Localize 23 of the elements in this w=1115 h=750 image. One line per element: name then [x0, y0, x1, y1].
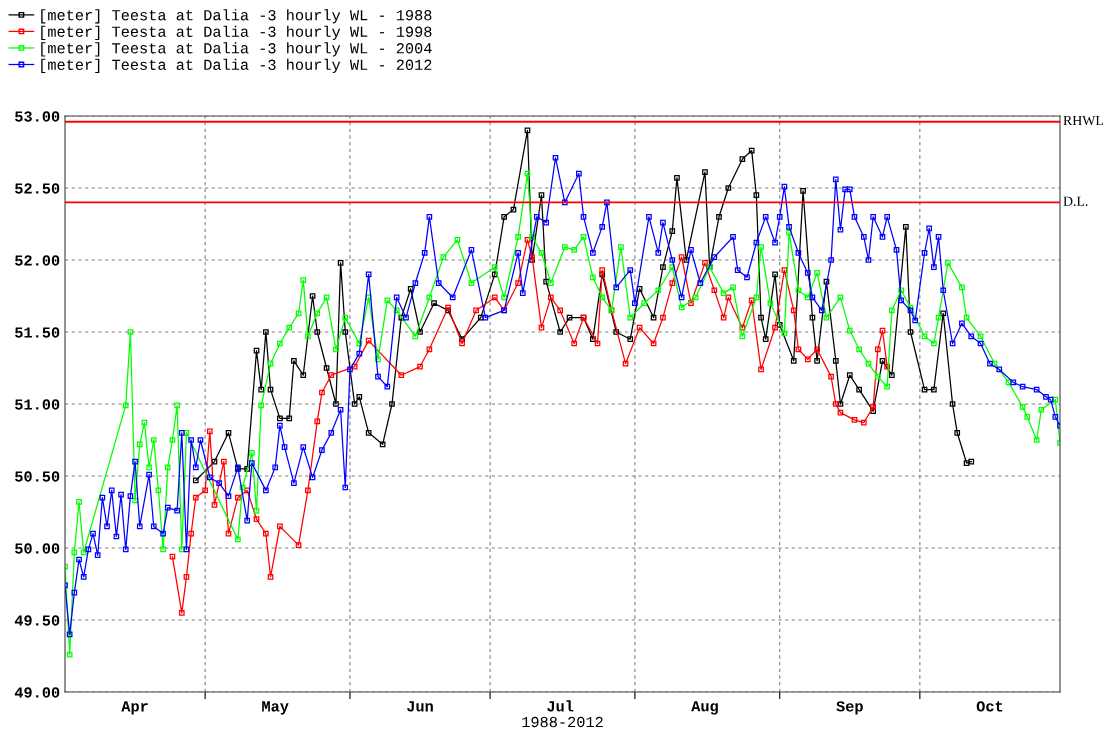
x-tick-label: Aug [691, 701, 718, 715]
x-tick-label: Jun [407, 701, 433, 712]
y-tick-label: 51.50 [15, 327, 60, 338]
legend-label: [meter] Teesta at Dalia -3 hourly WL - 2012 [41, 58, 432, 74]
ref-line-label: D.L. [1063, 196, 1088, 206]
y-tick-label: 52.50 [15, 183, 60, 194]
y-tick-label: 49.00 [14, 687, 60, 698]
ref-line-label: RHWL [1063, 116, 1104, 126]
y-tick-label: 49.50 [14, 615, 60, 626]
y-tick-label: 51.00 [15, 399, 60, 410]
x-tick-label: Jul [547, 700, 574, 712]
y-tick-label: 53.00 [15, 111, 60, 122]
y-tick-label: 50.50 [15, 471, 60, 482]
legend-label: [meter] Teesta at Dalia -3 hourly WL - 1998 [41, 25, 432, 40]
x-tick-label: May [262, 701, 289, 715]
y-tick-label: 52.00 [15, 255, 60, 266]
legend-label: [meter] Teesta at Dalia -3 hourly WL - 2004 [41, 42, 432, 57]
x-tick-label: Apr [121, 701, 148, 715]
y-tick-label: 50.00 [15, 543, 60, 554]
x-axis-title: 1988-2012 [522, 716, 603, 728]
legend-label: [meter] Teesta at Dalia -3 hourly WL - 1988 [41, 9, 432, 24]
x-tick-label: Sep [836, 701, 863, 715]
x-tick-label: Oct [976, 701, 1003, 712]
